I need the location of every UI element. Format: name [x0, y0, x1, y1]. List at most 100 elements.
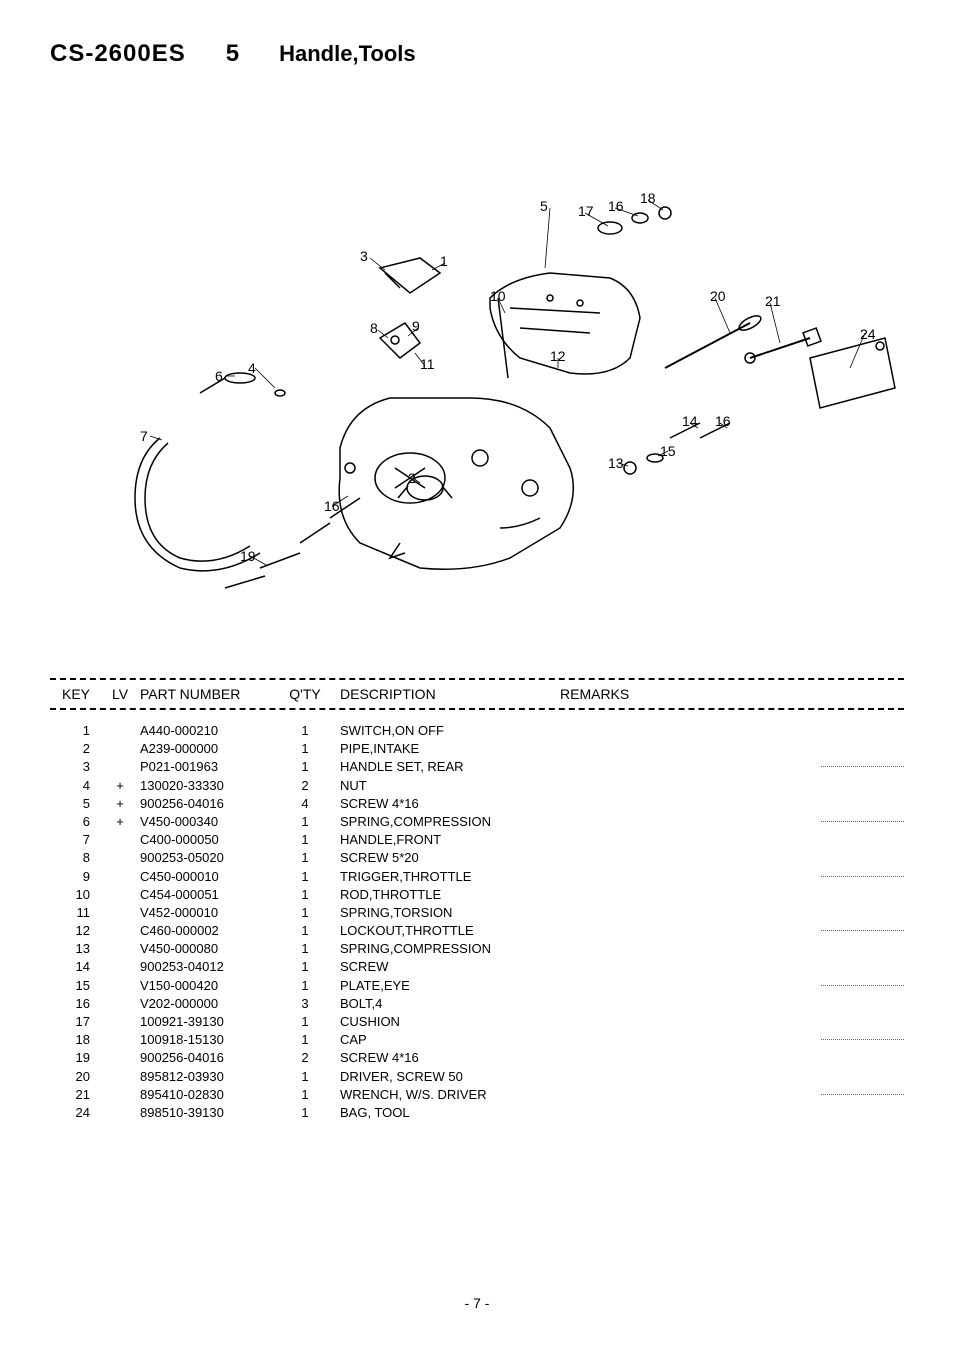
cell-lv: [100, 940, 140, 958]
callout-label: 7: [140, 428, 148, 444]
cell-lv: [100, 1013, 140, 1031]
table-row: 10C454-0000511ROD,THROTTLE: [50, 886, 904, 904]
callout-label: 13: [608, 455, 624, 471]
cell-qty: 1: [280, 1086, 330, 1104]
callout-label: 1: [440, 253, 448, 269]
cell-part: C400-000050: [140, 831, 280, 849]
cell-lv: [100, 1068, 140, 1086]
table-row: 2A239-0000001PIPE,INTAKE: [50, 740, 904, 758]
cell-desc: PLATE,EYE: [330, 977, 560, 995]
cell-key: 17: [50, 1013, 100, 1031]
cell-part: V452-000010: [140, 904, 280, 922]
table-row: 5+900256-040164SCREW 4*16: [50, 795, 904, 813]
section-number: 5: [226, 40, 239, 68]
page-number: - 7 -: [465, 1295, 490, 1311]
cell-qty: 1: [280, 868, 330, 886]
cell-part: A239-000000: [140, 740, 280, 758]
cell-lv: +: [100, 795, 140, 813]
callout-label: 9: [412, 318, 420, 334]
table-row: 11V452-0000101SPRING,TORSION: [50, 904, 904, 922]
exploded-diagram: 517161831102021248911126414167151321619: [50, 98, 904, 618]
cell-qty: 1: [280, 886, 330, 904]
table-row: 4+130020-333302NUT: [50, 777, 904, 795]
cell-lv: [100, 886, 140, 904]
cell-qty: 2: [280, 777, 330, 795]
callout-label: 24: [860, 326, 876, 342]
callout-label: 10: [490, 288, 506, 304]
table-header-row: KEY LV PART NUMBER Q'TY DESCRIPTION REMA…: [50, 678, 904, 710]
table-row: 12C460-0000021LOCKOUT,THROTTLE: [50, 922, 904, 940]
table-row: 20 895812-039301DRIVER, SCREW 50: [50, 1068, 904, 1086]
cell-remarks: [560, 795, 820, 813]
cell-lv: +: [100, 813, 140, 831]
cell-part: P021-001963: [140, 758, 280, 776]
cell-lv: [100, 977, 140, 995]
cell-qty: 1: [280, 1104, 330, 1122]
cell-remarks: [560, 777, 820, 795]
table-row: 24898510-391301BAG, TOOL: [50, 1104, 904, 1122]
cell-qty: 1: [280, 922, 330, 940]
header-remarks: REMARKS: [560, 686, 820, 702]
cell-desc: SWITCH,ON OFF: [330, 722, 560, 740]
cell-remarks: [560, 886, 820, 904]
cell-key: 12: [50, 922, 100, 940]
cell-desc: BOLT,4: [330, 995, 560, 1013]
cell-remarks: [560, 722, 820, 740]
cell-lv: [100, 1031, 140, 1049]
cell-lv: [100, 758, 140, 776]
cell-part: V150-000420: [140, 977, 280, 995]
cell-lv: +: [100, 777, 140, 795]
cell-remarks: [560, 977, 820, 995]
callout-label: 18: [640, 190, 656, 206]
cell-remarks: [560, 904, 820, 922]
table-row: 3P021-0019631HANDLE SET, REAR: [50, 758, 904, 776]
cell-lv: [100, 1086, 140, 1104]
cell-qty: 3: [280, 995, 330, 1013]
cell-desc: CAP: [330, 1031, 560, 1049]
table-row: 7C400-0000501HANDLE,FRONT: [50, 831, 904, 849]
callout-label: 17: [578, 203, 594, 219]
cell-remarks: [560, 758, 820, 776]
cell-key: 19: [50, 1049, 100, 1067]
cell-lv: [100, 904, 140, 922]
cell-part: 895812-03930: [140, 1068, 280, 1086]
cell-remarks: [560, 958, 820, 976]
cell-desc: SPRING,COMPRESSION: [330, 813, 560, 831]
header-part: PART NUMBER: [140, 686, 280, 702]
table-row: 8900253-050201SCREW 5*20: [50, 849, 904, 867]
cell-lv: [100, 831, 140, 849]
cell-remarks: [560, 831, 820, 849]
cell-desc: ROD,THROTTLE: [330, 886, 560, 904]
header-qty: Q'TY: [280, 686, 330, 702]
cell-remarks: [560, 868, 820, 886]
callout-label: 14: [682, 413, 698, 429]
header-desc: DESCRIPTION: [330, 686, 560, 702]
cell-desc: SCREW: [330, 958, 560, 976]
cell-desc: LOCKOUT,THROTTLE: [330, 922, 560, 940]
cell-desc: SCREW 5*20: [330, 849, 560, 867]
cell-key: 10: [50, 886, 100, 904]
table-row: 1A440-0002101SWITCH,ON OFF: [50, 722, 904, 740]
callout-label: 6: [215, 368, 223, 384]
cell-part: 900256-04016: [140, 1049, 280, 1067]
cell-key: 18: [50, 1031, 100, 1049]
cell-desc: SPRING,TORSION: [330, 904, 560, 922]
callout-label: 16: [608, 198, 624, 214]
cell-desc: DRIVER, SCREW 50: [330, 1068, 560, 1086]
cell-key: 21: [50, 1086, 100, 1104]
cell-remarks: [560, 922, 820, 940]
cell-key: 7: [50, 831, 100, 849]
cell-desc: PIPE,INTAKE: [330, 740, 560, 758]
cell-remarks: [560, 849, 820, 867]
cell-key: 20: [50, 1068, 100, 1086]
cell-qty: 1: [280, 849, 330, 867]
cell-qty: 1: [280, 1068, 330, 1086]
cell-lv: [100, 868, 140, 886]
cell-desc: HANDLE,FRONT: [330, 831, 560, 849]
cell-part: V450-000340: [140, 813, 280, 831]
header-key: KEY: [50, 686, 100, 702]
cell-desc: NUT: [330, 777, 560, 795]
cell-desc: SPRING,COMPRESSION: [330, 940, 560, 958]
cell-key: 2: [50, 740, 100, 758]
callout-label: 2: [408, 470, 416, 486]
